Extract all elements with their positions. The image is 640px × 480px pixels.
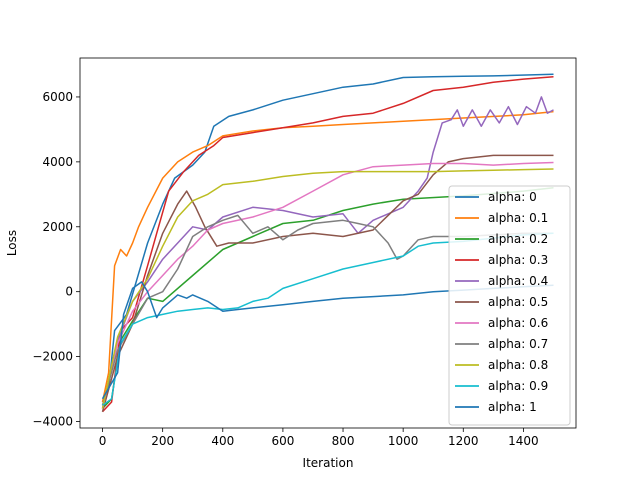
x-tick-label: 1000 — [388, 434, 419, 448]
legend-label: alpha: 0.9 — [488, 379, 548, 393]
legend-label: alpha: 0.4 — [488, 274, 548, 288]
legend-label: alpha: 1 — [488, 400, 537, 414]
series-line-9 — [102, 232, 554, 406]
x-tick-label: 1200 — [448, 434, 479, 448]
series-line-0 — [101, 73, 554, 406]
legend-label: alpha: 0.6 — [488, 316, 548, 330]
y-tick-label: −2000 — [32, 350, 73, 364]
legend-label: alpha: 0.5 — [488, 295, 548, 309]
plot-frame — [79, 57, 577, 429]
series-line-4 — [101, 96, 554, 409]
x-tick-label: 200 — [151, 434, 174, 448]
y-axis-label: Loss — [5, 230, 19, 256]
x-tick-label: 400 — [211, 434, 234, 448]
legend-label: alpha: 0.1 — [488, 211, 548, 225]
legend-label: alpha: 0.3 — [488, 253, 548, 267]
y-tick-label: 2000 — [42, 220, 73, 234]
series-layer — [101, 73, 554, 413]
x-axis-ticks: 0 200 400 600 800 1000 1200 1400 — [99, 428, 539, 448]
x-tick-label: 600 — [271, 434, 294, 448]
x-tick-label: 800 — [332, 434, 355, 448]
y-tick-label: 0 — [65, 285, 73, 299]
legend-box — [448, 185, 571, 426]
y-tick-label: 4000 — [42, 155, 73, 169]
legend-label: alpha: 0.8 — [488, 358, 548, 372]
x-axis-label: Iteration — [303, 456, 354, 470]
x-tick-label: 1400 — [508, 434, 539, 448]
series-line-6 — [101, 161, 554, 409]
series-line-2 — [101, 187, 554, 410]
series-line-10 — [101, 281, 554, 400]
series-line-8 — [101, 168, 554, 409]
legend-label: alpha: 0 — [488, 190, 537, 204]
legend-label: alpha: 0.7 — [488, 337, 548, 351]
series-line-1 — [101, 110, 554, 403]
y-tick-label: 6000 — [42, 90, 73, 104]
series-line-5 — [101, 154, 554, 412]
series-line-7 — [101, 214, 554, 406]
legend-label: alpha: 0.2 — [488, 232, 548, 246]
legend: alpha: 0 alpha: 0.1 alpha: 0.2 alpha: 0.3 al… — [448, 185, 571, 426]
x-tick-label: 0 — [99, 434, 107, 448]
y-axis-ticks: −4000 −2000 0 2000 4000 6000 — [32, 90, 80, 429]
y-tick-label: −4000 — [32, 415, 73, 429]
